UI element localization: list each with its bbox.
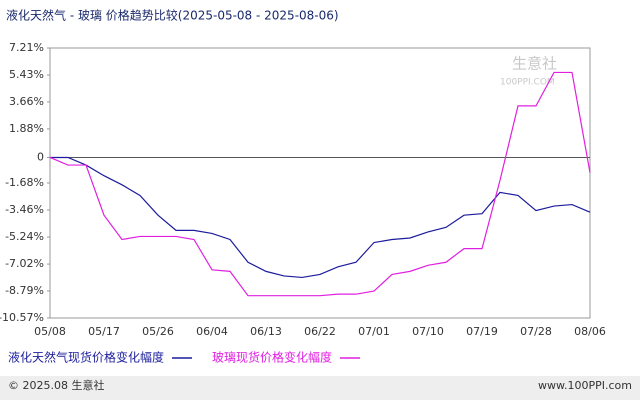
- y-tick-label: 0: [37, 150, 44, 163]
- y-tick-label: 7.21%: [9, 41, 44, 54]
- watermark: 生意社: [512, 55, 557, 73]
- y-tick-label: -10.57%: [0, 311, 44, 324]
- x-tick-label: 06/22: [304, 325, 336, 338]
- chart-title: 液化天然气 - 玻璃 价格趋势比较(2025-05-08 - 2025-08-0…: [6, 8, 339, 23]
- footer-band: [0, 376, 640, 400]
- x-tick-label: 08/06: [574, 325, 606, 338]
- plot-area: [49, 47, 591, 319]
- x-tick-label: 07/28: [520, 325, 552, 338]
- x-tick-label: 05/26: [142, 325, 174, 338]
- y-tick-label: 1.88%: [9, 122, 44, 135]
- x-tick-label: 07/10: [412, 325, 444, 338]
- x-tick-label: 07/01: [358, 325, 390, 338]
- legend-label: 液化天然气现货价格变化幅度: [8, 350, 164, 365]
- series-line: [49, 71, 591, 297]
- x-tick-label: 05/17: [88, 325, 120, 338]
- watermark: 100PPI.COM: [500, 78, 555, 88]
- footer-left: © 2025.08 生意社: [8, 378, 104, 392]
- y-tick-label: -1.68%: [5, 176, 44, 189]
- x-tick-label: 05/08: [34, 325, 66, 338]
- legend-label: 玻璃现货价格变化幅度: [212, 350, 332, 365]
- footer-right: www.100PPI.com: [538, 379, 632, 392]
- x-tick-label: 06/04: [196, 325, 228, 338]
- x-tick-label: 06/13: [250, 325, 282, 338]
- y-tick-label: -3.46%: [5, 203, 44, 216]
- y-tick-label: -7.02%: [5, 257, 44, 270]
- y-tick-label: -8.79%: [5, 284, 44, 297]
- y-tick-label: -5.24%: [5, 230, 44, 243]
- x-tick-label: 07/19: [466, 325, 498, 338]
- y-tick-label: 3.66%: [9, 95, 44, 108]
- y-tick-label: 5.43%: [9, 68, 44, 81]
- series-line: [50, 156, 591, 279]
